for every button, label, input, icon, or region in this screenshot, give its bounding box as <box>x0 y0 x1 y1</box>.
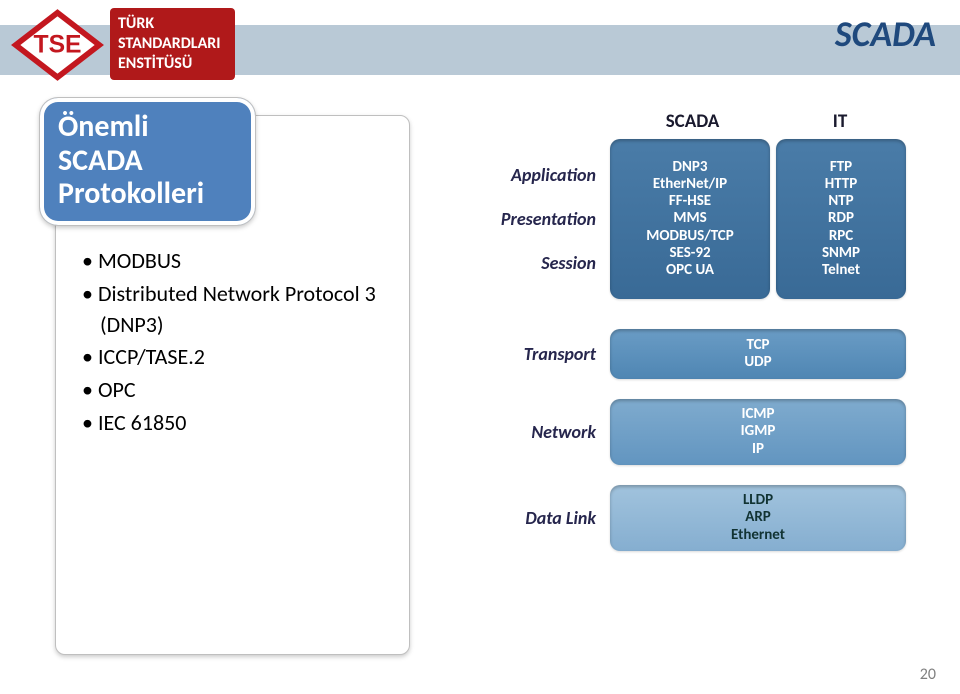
stack-box-scada: DNP3 EtherNet/IP FF-HSE MMS MODBUS/TCP S… <box>610 139 770 299</box>
proto: ARP <box>610 509 906 526</box>
org-line: TÜRK <box>118 14 221 34</box>
protocol-bullet: ICCP/TASE.2 <box>82 342 389 373</box>
badge-line: SCADA <box>58 144 237 178</box>
stack-top-row: Application Presentation Session DNP3 Et… <box>460 139 940 299</box>
proto: FF-HSE <box>610 193 770 210</box>
stack-datalink-row: Data Link LLDP ARP Ethernet <box>460 485 940 551</box>
proto: HTTP <box>776 176 906 193</box>
stack-network-row: Network ICMP IGMP IP <box>460 399 940 465</box>
org-line: ENSTİTÜSÜ <box>118 54 221 74</box>
stack-header-it: IT <box>775 110 905 133</box>
stack-box-datalink: LLDP ARP Ethernet <box>610 485 906 551</box>
page-title: SCADA <box>835 12 936 56</box>
proto: IP <box>610 441 906 458</box>
proto: Ethernet <box>610 527 906 544</box>
protocol-bullet-list: MODBUS Distributed Network Protocol 3 (D… <box>82 246 389 441</box>
proto: NTP <box>776 193 906 210</box>
proto: MMS <box>610 210 770 227</box>
protocol-stack-diagram: SCADA IT Application Presentation Sessio… <box>460 110 940 557</box>
proto: SNMP <box>776 245 906 262</box>
stack-header-scada: SCADA <box>610 110 775 133</box>
tse-logo-text: TSE <box>33 32 81 59</box>
proto: SES-92 <box>610 245 770 262</box>
proto: MODBUS/TCP <box>610 228 770 245</box>
proto: ICMP <box>610 406 906 423</box>
tse-logo: TSE <box>10 5 105 85</box>
protocol-bullet: Distributed Network Protocol 3 (DNP3) <box>82 279 389 341</box>
badge-line: Protokolleri <box>58 177 237 211</box>
stack-box-network: ICMP IGMP IP <box>610 399 906 465</box>
protocol-bullet: OPC <box>82 375 389 406</box>
proto: IGMP <box>610 423 906 440</box>
layer-label: Transport <box>460 343 610 365</box>
proto: DNP3 <box>610 159 770 176</box>
layer-label: Presentation <box>460 208 596 230</box>
protocol-badge: Önemli SCADA Protokolleri <box>40 98 255 225</box>
stack-headers: SCADA IT <box>460 110 940 133</box>
proto: LLDP <box>610 492 906 509</box>
proto: RPC <box>776 228 906 245</box>
proto: FTP <box>776 159 906 176</box>
proto: Telnet <box>776 262 906 279</box>
stack-transport-row: Transport TCP UDP <box>460 329 940 379</box>
proto: UDP <box>610 354 906 371</box>
proto: EtherNet/IP <box>610 176 770 193</box>
proto: OPC UA <box>610 262 770 279</box>
stack-box-transport: TCP UDP <box>610 329 906 379</box>
page-number: 20 <box>920 665 936 684</box>
layer-label: Data Link <box>460 507 610 529</box>
layer-label: Application <box>460 164 596 186</box>
protocol-bullet: MODBUS <box>82 246 389 277</box>
badge-line: Önemli <box>58 110 237 144</box>
proto: TCP <box>610 337 906 354</box>
org-name: TÜRK STANDARDLARI ENSTİTÜSÜ <box>110 8 235 80</box>
layer-label: Session <box>460 252 596 274</box>
proto: RDP <box>776 210 906 227</box>
protocol-bullet: IEC 61850 <box>82 408 389 439</box>
org-line: STANDARDLARI <box>118 34 221 54</box>
stack-box-it: FTP HTTP NTP RDP RPC SNMP Telnet <box>776 139 906 299</box>
layer-labels-top: Application Presentation Session <box>460 139 610 299</box>
layer-label: Network <box>460 421 610 443</box>
